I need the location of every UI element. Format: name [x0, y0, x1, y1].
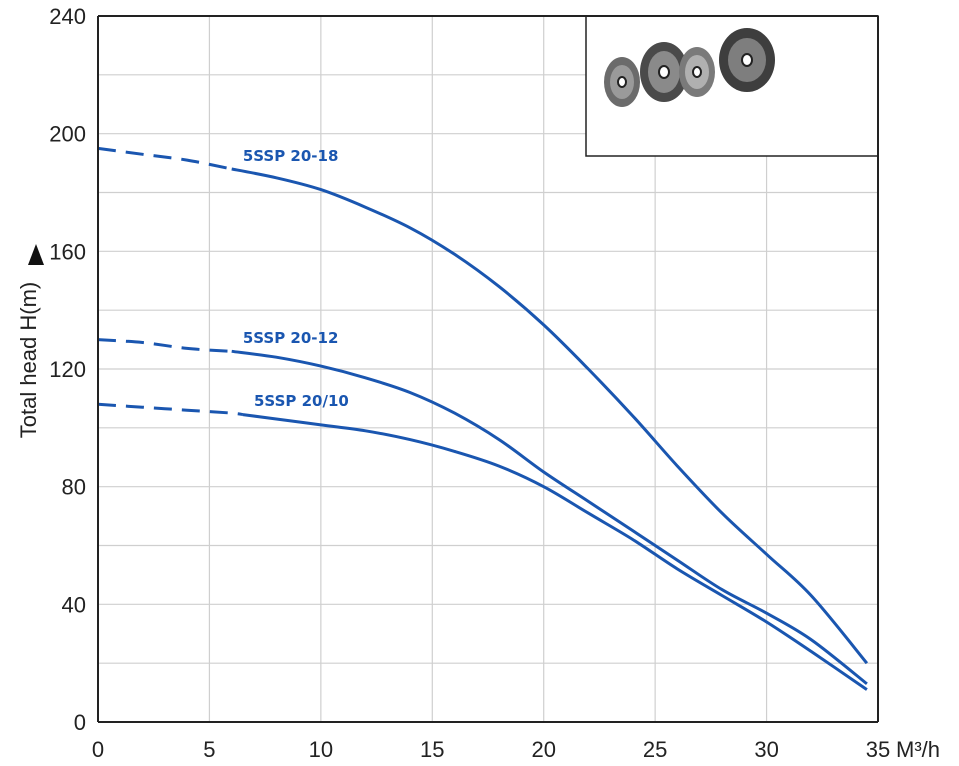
series-group — [97, 146, 869, 691]
y-axis-label: Total head H(m) — [16, 282, 41, 439]
x-tick-label: 35 — [866, 737, 890, 762]
series-1-extrapolated-line — [97, 146, 232, 171]
x-tick-label: 15 — [420, 737, 444, 762]
series-2-line — [231, 349, 868, 685]
impeller-disc-1 — [604, 57, 640, 107]
labels: 5SSP 20-18 5SSP 20-12 5SSP 20/10 — [243, 147, 349, 410]
series-2-extrapolated-line — [97, 338, 232, 353]
series-3-extrapolated-line — [97, 402, 244, 417]
series-1-line — [231, 167, 869, 665]
x-axis-label: M³/h — [896, 737, 940, 762]
impeller-disc-2 — [640, 42, 688, 102]
x-tick-label: 5 — [203, 737, 215, 762]
x-tick-label: 25 — [643, 737, 667, 762]
y-tick-label: 200 — [49, 122, 86, 147]
y-tick-label: 0 — [74, 710, 86, 735]
series-3-label: 5SSP 20/10 — [254, 392, 349, 410]
impeller-photo-inset — [585, 15, 879, 157]
y-tick-label: 40 — [62, 592, 86, 617]
impeller-disc-3 — [679, 47, 715, 97]
y-tick-label: 160 — [49, 239, 86, 264]
x-tick-label: 0 — [92, 737, 104, 762]
impeller-disc-4 — [719, 28, 775, 92]
x-tick-label: 20 — [531, 737, 555, 762]
y-tick-label: 240 — [49, 4, 86, 29]
x-tick-label: 30 — [754, 737, 778, 762]
x-tick-label: 10 — [309, 737, 333, 762]
series-3-line — [242, 413, 868, 691]
series-1-label: 5SSP 20-18 — [243, 147, 339, 165]
y-axis-arrow-icon — [28, 244, 44, 265]
series-2-label: 5SSP 20-12 — [243, 329, 339, 347]
axes: 0 5 10 15 20 25 30 35 0 40 80 120 160 200 240 — [49, 4, 890, 762]
y-tick-label: 80 — [62, 475, 86, 500]
y-axis-title: Total head H(m) — [16, 282, 41, 439]
y-tick-label: 120 — [49, 357, 86, 382]
